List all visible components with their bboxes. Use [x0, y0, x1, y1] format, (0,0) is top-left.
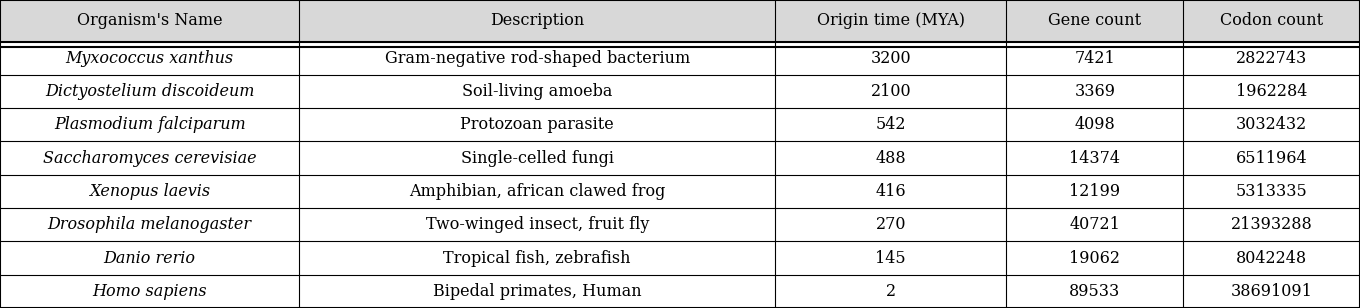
Bar — [0, 108, 1360, 141]
Text: 416: 416 — [876, 183, 906, 200]
Text: Dictyostelium discoideum: Dictyostelium discoideum — [45, 83, 254, 100]
Text: Homo sapiens: Homo sapiens — [92, 283, 207, 300]
Bar — [0, 241, 1360, 275]
Text: 2: 2 — [885, 283, 896, 300]
Text: 1962284: 1962284 — [1236, 83, 1307, 100]
Text: Origin time (MYA): Origin time (MYA) — [817, 12, 964, 29]
Text: 14374: 14374 — [1069, 150, 1121, 167]
Bar — [0, 275, 1360, 308]
Text: Two-winged insect, fruit fly: Two-winged insect, fruit fly — [426, 216, 649, 233]
Text: Codon count: Codon count — [1220, 12, 1323, 29]
Text: 3032432: 3032432 — [1236, 116, 1307, 133]
Text: 19062: 19062 — [1069, 249, 1121, 266]
Text: 270: 270 — [876, 216, 906, 233]
Text: 3369: 3369 — [1074, 83, 1115, 100]
Text: 488: 488 — [876, 150, 906, 167]
Text: 21393288: 21393288 — [1231, 216, 1312, 233]
Text: 8042248: 8042248 — [1236, 249, 1307, 266]
Text: Organism's Name: Organism's Name — [76, 12, 223, 29]
Text: Amphibian, african clawed frog: Amphibian, african clawed frog — [409, 183, 665, 200]
Text: 4098: 4098 — [1074, 116, 1115, 133]
Bar — [0, 0, 1360, 42]
Text: Protozoan parasite: Protozoan parasite — [460, 116, 615, 133]
Text: 3200: 3200 — [870, 50, 911, 67]
Text: 38691091: 38691091 — [1231, 283, 1312, 300]
Text: Bipedal primates, Human: Bipedal primates, Human — [432, 283, 642, 300]
Text: 2822743: 2822743 — [1236, 50, 1307, 67]
Bar — [0, 42, 1360, 75]
Text: 40721: 40721 — [1069, 216, 1121, 233]
Text: Gram-negative rod-shaped bacterium: Gram-negative rod-shaped bacterium — [385, 50, 690, 67]
Text: 5313335: 5313335 — [1236, 183, 1307, 200]
Text: 7421: 7421 — [1074, 50, 1115, 67]
Text: Tropical fish, zebrafish: Tropical fish, zebrafish — [443, 249, 631, 266]
Text: Saccharomyces cerevisiae: Saccharomyces cerevisiae — [42, 150, 257, 167]
Text: Drosophila melanogaster: Drosophila melanogaster — [48, 216, 252, 233]
Text: Danio rerio: Danio rerio — [103, 249, 196, 266]
Text: Plasmodium falciparum: Plasmodium falciparum — [54, 116, 245, 133]
Bar — [0, 75, 1360, 108]
Text: 2100: 2100 — [870, 83, 911, 100]
Bar — [0, 141, 1360, 175]
Text: 89533: 89533 — [1069, 283, 1121, 300]
Text: 6511964: 6511964 — [1236, 150, 1307, 167]
Text: Gene count: Gene count — [1049, 12, 1141, 29]
Text: 145: 145 — [876, 249, 906, 266]
Text: Description: Description — [490, 12, 585, 29]
Bar — [0, 208, 1360, 241]
Text: Single-celled fungi: Single-celled fungi — [461, 150, 613, 167]
Text: Myxococcus xanthus: Myxococcus xanthus — [65, 50, 234, 67]
Bar — [0, 175, 1360, 208]
Text: 542: 542 — [876, 116, 906, 133]
Text: 12199: 12199 — [1069, 183, 1121, 200]
Text: Soil-living amoeba: Soil-living amoeba — [462, 83, 612, 100]
Text: Xenopus laevis: Xenopus laevis — [88, 183, 211, 200]
